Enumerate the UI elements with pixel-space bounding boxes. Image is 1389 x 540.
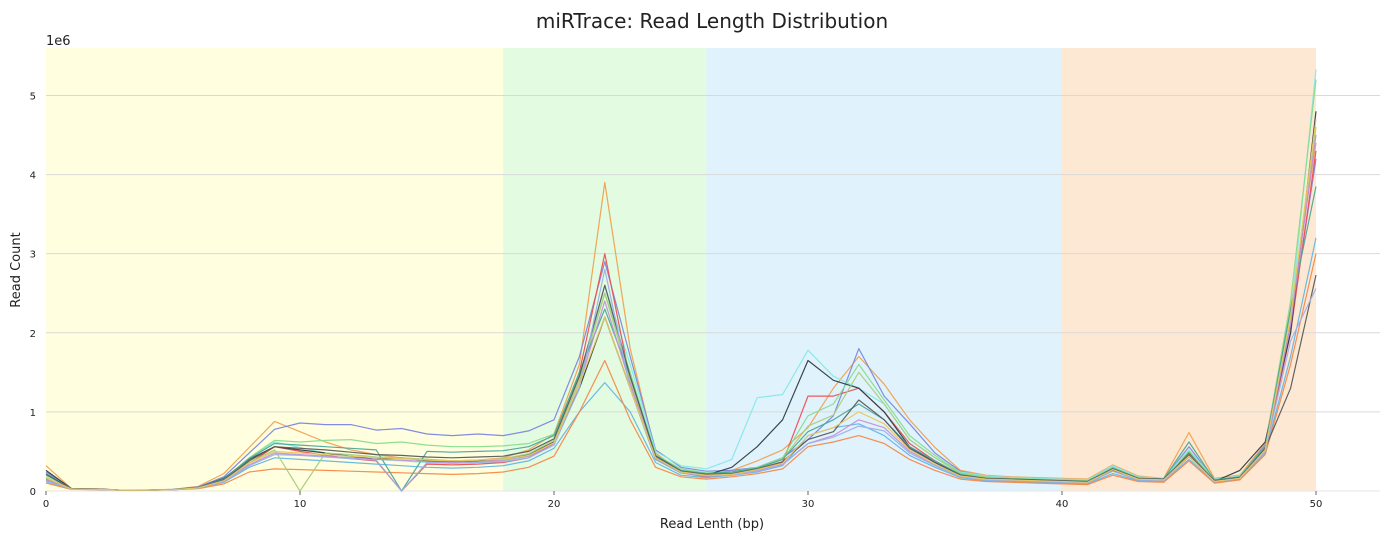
- y-tick-label-4: 4: [30, 171, 36, 182]
- y-axis-label: Read Count: [9, 232, 24, 307]
- region-bands: [46, 48, 1316, 491]
- x-tick-label-10: 10: [294, 499, 307, 510]
- series-line-6: [45, 237, 1317, 491]
- series-line-7: [45, 253, 1317, 491]
- series-line-13: [45, 119, 1317, 491]
- x-tick-label-50: 50: [1310, 499, 1323, 510]
- x-tick-label-30: 30: [802, 499, 815, 510]
- y-tick-label-3: 3: [30, 250, 36, 261]
- gridlines: [46, 94, 1380, 492]
- y-offset-label: 1e6: [46, 34, 71, 49]
- y-tick-label-2: 2: [30, 329, 36, 340]
- region-band-2: [706, 48, 1062, 491]
- y-ticks: 0 1 2 3 4 5: [30, 91, 36, 498]
- series-line-11: [45, 274, 1317, 491]
- y-tick-label-5: 5: [30, 91, 36, 102]
- x-axis-label: Read Lenth (bp): [660, 517, 764, 532]
- series-lines: [45, 69, 1317, 492]
- x-tick-label-40: 40: [1056, 499, 1069, 510]
- y-tick-label-1: 1: [30, 408, 36, 419]
- chart-title: miRTrace: Read Length Distribution: [536, 9, 888, 33]
- series-line-12: [45, 268, 1317, 492]
- region-band-0: [46, 48, 504, 491]
- region-band-3: [1062, 48, 1316, 491]
- x-tick-label-0: 0: [43, 499, 49, 510]
- x-ticks: 0 10 20 30 40 50: [43, 491, 1323, 510]
- series-line-4: [45, 79, 1317, 491]
- y-tick-label-0: 0: [30, 487, 36, 498]
- x-tick-label-20: 20: [548, 499, 561, 510]
